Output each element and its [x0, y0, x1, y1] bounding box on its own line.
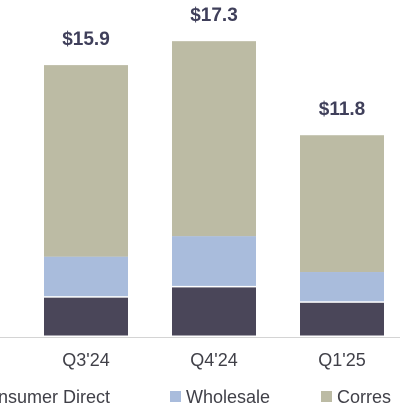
- x-tick-labels: Q3'24 Q4'24 Q1'25: [62, 350, 365, 370]
- legend-label-corres: Corres: [337, 387, 391, 407]
- bar-total-label: $11.8: [319, 99, 366, 120]
- legend-swatch-corres: [321, 391, 332, 402]
- legend: Consumer Direct Wholesale Corres: [0, 387, 391, 407]
- legend-label-consumer-direct: Consumer Direct: [0, 387, 110, 407]
- bar-segment-wholesale-1: [44, 256, 128, 297]
- bar-segment-corres-2: [172, 41, 256, 237]
- bar-segment-corres-1: [44, 65, 128, 257]
- x-tick-label: Q3'24: [62, 350, 109, 370]
- total-labels: $15.9 $17.3 $11.8: [62, 5, 365, 120]
- bar-segment-wholesale-3: [300, 272, 384, 302]
- bar-segment-consumer-direct-3: [300, 302, 384, 336]
- bar-total-label: $15.9: [62, 29, 110, 50]
- x-tick-label: Q1'25: [318, 350, 365, 370]
- bar-segment-wholesale-2: [172, 236, 256, 286]
- legend-swatch-wholesale: [170, 391, 181, 402]
- x-tick-label: Q4'24: [190, 350, 237, 370]
- bars-layer: [44, 41, 384, 336]
- bar-total-label: $17.3: [190, 5, 238, 26]
- legend-label-wholesale: Wholesale: [186, 387, 270, 407]
- bar-segment-corres-3: [300, 135, 384, 273]
- bar-segment-consumer-direct-2: [172, 287, 256, 336]
- bar-segment-consumer-direct-1: [44, 297, 128, 336]
